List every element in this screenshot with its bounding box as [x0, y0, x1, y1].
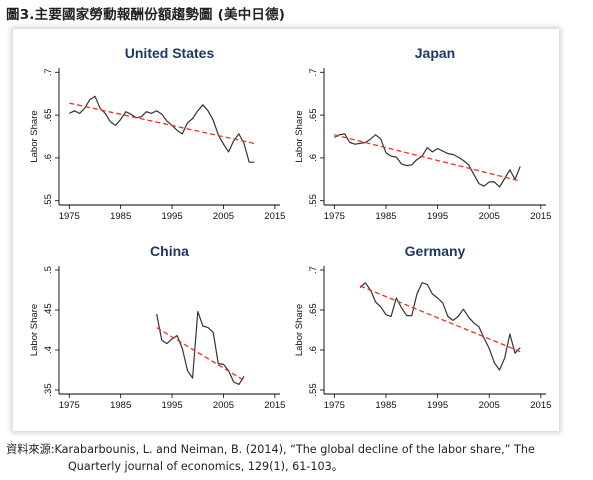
source-prefix: 資料來源:	[6, 443, 55, 456]
panel-title-china: China	[150, 243, 189, 259]
y-tick-label-united-states: .6	[43, 154, 54, 162]
chart-grid: United States 1975 1985 1995 2005 2015 .55 .6 .6…	[29, 45, 551, 411]
y-axis-label-germany: Labor Share	[294, 304, 305, 356]
x-tick-label-china: 1985	[110, 400, 131, 411]
labor-share-line-germany	[359, 282, 521, 371]
y-tick-label-germany: .6	[308, 346, 319, 354]
y-axis-label-china: Labor Share	[29, 304, 40, 356]
y-tick-label-japan: .55	[308, 194, 319, 207]
chart-panel	[13, 29, 559, 431]
y-axis-label-united-states: Labor Share	[29, 110, 40, 162]
y-tick-label-china: .4	[43, 346, 54, 354]
panel-germany: Germany 1975 1985 1995 2005 2015 .55 .6 .65 .7 Lab…	[294, 243, 551, 411]
x-tick-label-china: 1975	[59, 400, 80, 411]
source-note: 資料來源:Karabarbounis, L. and Neiman, B. (2…	[6, 441, 586, 475]
x-tick-label-united-states: 2005	[213, 211, 234, 222]
trend-line-china	[156, 327, 245, 381]
panel-japan: Japan 1975 1985 1995 2005 2015 .55 .6 .65 .7 Labor…	[294, 45, 551, 222]
y-tick-label-china: .35	[43, 383, 54, 396]
y-tick-label-germany: .7	[308, 266, 319, 274]
x-tick-label-china: 1995	[161, 400, 182, 411]
figure-title: 圖3.主要國家勞動報酬份額趨勢圖 (美中日德)	[6, 7, 286, 23]
source-line-2: Quarterly journal of economics, 129(1), …	[68, 460, 343, 473]
y-tick-label-germany: .55	[308, 383, 319, 396]
x-tick-label-germany: 2005	[479, 400, 500, 411]
x-tick-label-china: 2005	[213, 400, 234, 411]
y-tick-label-japan: .7	[308, 68, 319, 76]
panel-united-states: United States 1975 1985 1995 2005 2015 .55 .6 .6…	[29, 45, 285, 222]
trend-line-united-states	[69, 102, 255, 145]
panel-title-united-states: United States	[125, 45, 215, 61]
x-tick-label-germany: 2015	[530, 400, 551, 411]
trend-line-japan	[334, 134, 521, 182]
x-tick-label-china: 2015	[264, 400, 285, 411]
x-tick-label-japan: 1985	[375, 211, 396, 222]
x-tick-label-japan: 1995	[427, 211, 448, 222]
labor-share-line-japan	[334, 133, 521, 188]
panel-title-germany: Germany	[405, 243, 466, 259]
y-tick-label-germany: .65	[308, 303, 319, 316]
panel-china: China 1975 1985 1995 2005 2015 .35 .4 .45 .5 Labor…	[29, 243, 285, 411]
trend-line-germany	[359, 285, 521, 353]
x-tick-label-germany: 1985	[375, 400, 396, 411]
y-tick-label-china: .45	[43, 303, 54, 316]
x-tick-label-japan: 2015	[530, 211, 551, 222]
x-tick-label-united-states: 2015	[264, 211, 285, 222]
source-line-1: Karabarbounis, L. and Neiman, B. (2014),…	[54, 443, 535, 456]
x-tick-label-united-states: 1985	[110, 211, 131, 222]
x-tick-label-japan: 2005	[479, 211, 500, 222]
labor-share-line-united-states	[69, 95, 255, 163]
y-tick-label-united-states: .65	[43, 108, 54, 121]
y-tick-label-japan: .65	[308, 108, 319, 121]
y-tick-label-united-states: .55	[43, 194, 54, 207]
x-tick-label-japan: 1975	[324, 211, 345, 222]
y-tick-label-japan: .6	[308, 154, 319, 162]
x-tick-label-united-states: 1995	[161, 211, 182, 222]
labor-share-line-china	[156, 311, 245, 385]
x-tick-label-germany: 1975	[324, 400, 345, 411]
panel-title-japan: Japan	[415, 45, 455, 61]
y-axis-label-japan: Labor Share	[294, 110, 305, 162]
y-tick-label-united-states: .7	[43, 68, 54, 76]
x-tick-label-germany: 1995	[427, 400, 448, 411]
x-tick-label-united-states: 1975	[59, 211, 80, 222]
y-tick-label-china: .5	[43, 266, 54, 274]
